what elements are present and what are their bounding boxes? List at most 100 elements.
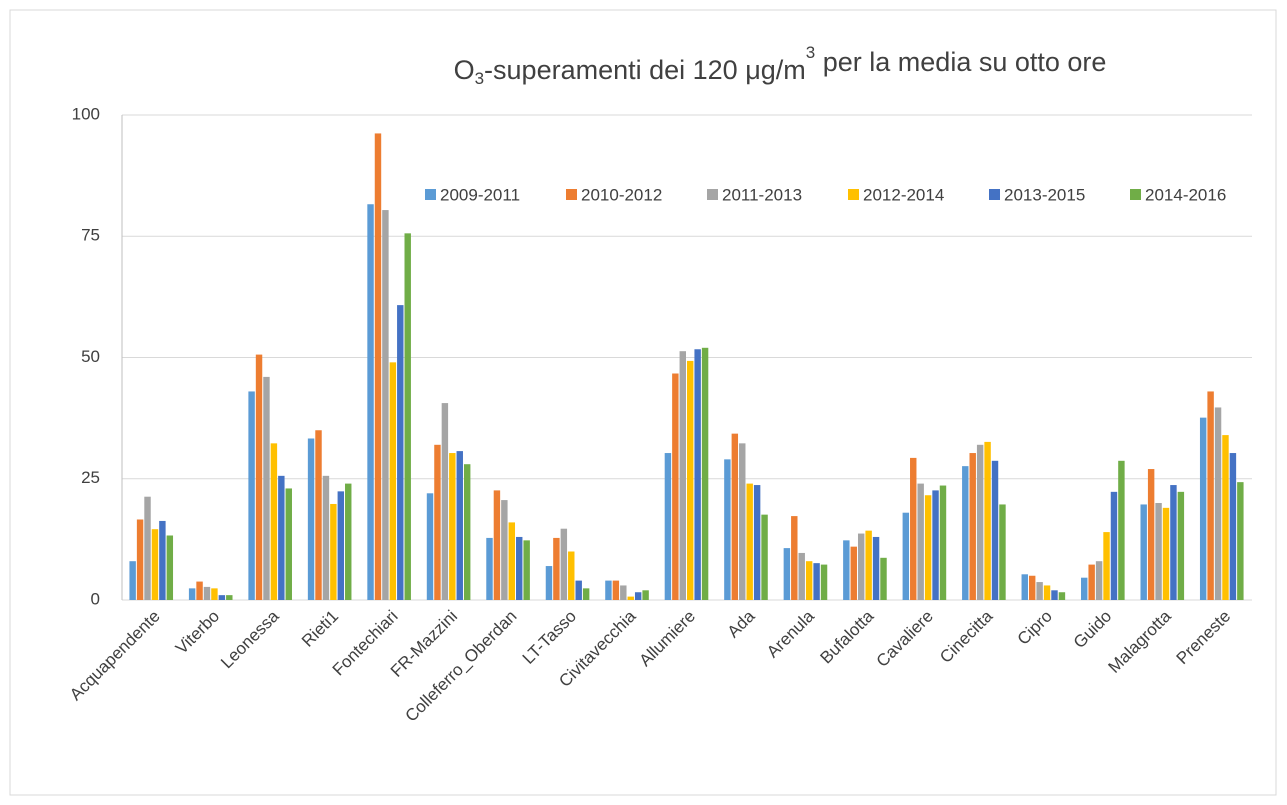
- bar: [501, 500, 508, 600]
- bar: [188, 588, 196, 600]
- bar: [791, 516, 798, 600]
- bar: [642, 590, 649, 600]
- bar: [753, 485, 761, 600]
- bar: [694, 349, 701, 600]
- bar: [523, 540, 530, 600]
- legend-swatch: [848, 189, 859, 200]
- bar: [1021, 574, 1028, 600]
- bar: [1147, 469, 1155, 600]
- bar: [843, 540, 850, 600]
- title-part: per la media su otto ore: [815, 47, 1106, 77]
- bar: [605, 580, 612, 600]
- bar: [902, 512, 910, 600]
- legend-label: 2013-2015: [1004, 185, 1085, 204]
- bar: [1140, 504, 1147, 600]
- bar: [486, 537, 493, 600]
- bar: [880, 557, 887, 600]
- legend-swatch: [1130, 189, 1141, 200]
- bar: [463, 464, 471, 600]
- bar: [1081, 577, 1088, 600]
- bar: [1214, 407, 1222, 600]
- bar: [553, 537, 560, 600]
- bar: [263, 376, 270, 600]
- bar: [434, 444, 441, 600]
- bar: [1103, 532, 1110, 600]
- bar: [687, 360, 694, 600]
- legend-label: 2012-2014: [863, 185, 944, 204]
- bar: [278, 475, 285, 600]
- legend-label: 2010-2012: [581, 185, 662, 204]
- bar: [144, 496, 151, 600]
- bar: [330, 503, 337, 600]
- bar: [805, 561, 813, 600]
- bar: [382, 210, 389, 600]
- bar: [129, 561, 136, 600]
- bar: [374, 133, 382, 600]
- bar: [1237, 482, 1244, 600]
- bar: [761, 514, 768, 600]
- bar: [724, 459, 731, 600]
- bar: [1043, 585, 1051, 600]
- bar: [969, 453, 976, 600]
- bar: [345, 483, 352, 600]
- bar: [924, 495, 932, 600]
- legend-swatch: [425, 189, 436, 200]
- bar: [1155, 503, 1162, 600]
- legend-label: 2014-2016: [1145, 185, 1226, 204]
- bar: [1177, 491, 1185, 600]
- bar: [560, 528, 568, 600]
- bar: [397, 305, 404, 600]
- bar: [322, 475, 330, 600]
- bar: [1170, 485, 1177, 600]
- bar: [1036, 582, 1043, 600]
- bar: [516, 536, 523, 600]
- bar: [211, 588, 218, 600]
- bar: [389, 362, 397, 600]
- bar: [1110, 491, 1118, 600]
- bar: [493, 490, 501, 600]
- bar: [582, 588, 590, 600]
- bar: [932, 490, 939, 600]
- bar: [307, 438, 315, 600]
- bar: [508, 522, 516, 600]
- bar: [1199, 417, 1207, 600]
- bar: [367, 204, 374, 601]
- bar: [196, 581, 203, 600]
- bar: [1028, 575, 1036, 600]
- bar: [813, 563, 820, 600]
- bar: [337, 491, 345, 600]
- bar: [701, 347, 709, 600]
- bar: [1118, 460, 1125, 600]
- title-part: -superamenti dei 120 μg/m: [484, 55, 806, 85]
- title-part: 3: [806, 43, 815, 62]
- bar: [449, 453, 456, 600]
- bar: [575, 580, 582, 600]
- bar: [672, 373, 679, 600]
- bar: [218, 595, 226, 600]
- bar: [568, 551, 575, 600]
- bar: [1162, 507, 1170, 600]
- bar: [865, 530, 872, 600]
- chart-border: [9, 9, 1277, 796]
- bar: [917, 483, 924, 600]
- legend-swatch: [566, 189, 577, 200]
- bar: [634, 592, 642, 600]
- y-tick-label: 50: [81, 347, 100, 366]
- y-tick-label: 0: [91, 589, 100, 608]
- bar: [872, 536, 880, 600]
- bar: [285, 488, 292, 600]
- bar: [679, 351, 686, 600]
- bar: [270, 443, 278, 600]
- legend-label: 2009-2011: [440, 185, 520, 204]
- bar: [255, 354, 263, 600]
- bar: [159, 520, 166, 600]
- bar: [1222, 435, 1229, 600]
- bar: [939, 485, 947, 600]
- bar: [991, 460, 999, 600]
- y-tick-label: 100: [72, 104, 100, 123]
- bar: [820, 564, 828, 600]
- bar: [612, 580, 620, 600]
- bar: [976, 444, 984, 600]
- chart-title: O3-superamenti dei 120 μg/m3 per la medi…: [454, 43, 1107, 88]
- legend-label: 2011-2013: [722, 185, 802, 204]
